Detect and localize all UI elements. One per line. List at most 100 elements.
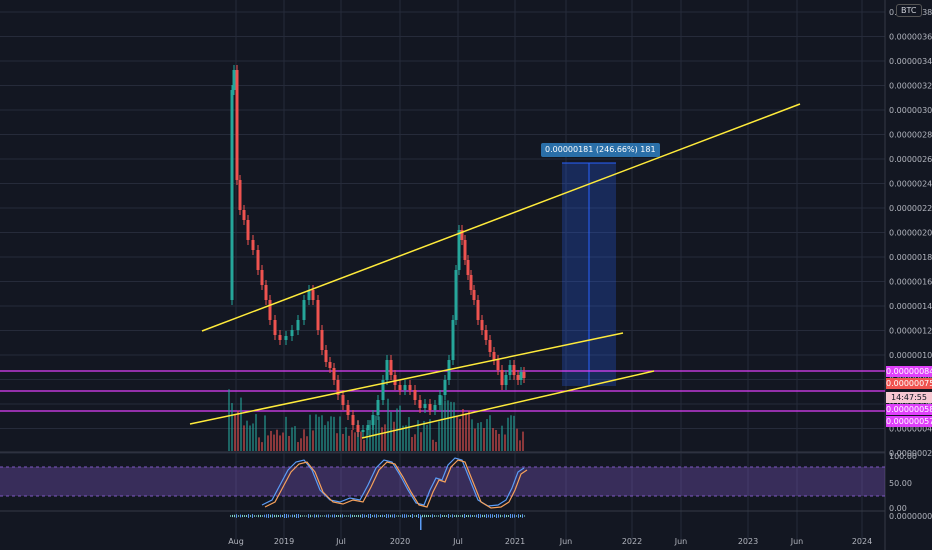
- candle-body: [463, 240, 467, 260]
- oscillator-bar: [354, 515, 355, 517]
- volume-bar: [261, 442, 263, 451]
- oscillator-bar: [236, 514, 237, 518]
- oscillator-bar: [368, 514, 369, 518]
- volume-bar: [501, 425, 503, 451]
- volume-bar: [243, 425, 245, 451]
- volume-bar: [273, 434, 275, 451]
- volume-bar: [237, 410, 239, 451]
- volume-bar: [435, 441, 437, 451]
- candle-body: [268, 300, 272, 320]
- x-tick-label: 2020: [390, 537, 410, 546]
- oscillator-bar: [524, 515, 525, 517]
- currency-badge[interactable]: BTC: [896, 4, 922, 17]
- volume-bar: [234, 413, 236, 451]
- oscillator-bar: [324, 515, 325, 517]
- volume-bar: [228, 389, 230, 451]
- oscillator-bar: [396, 515, 397, 517]
- oscillator-bar: [400, 515, 401, 517]
- volume-bar: [483, 428, 485, 451]
- volume-bar: [318, 416, 320, 451]
- oscillator-bar: [518, 514, 519, 518]
- candle-body: [496, 360, 500, 370]
- volume-bar: [420, 432, 422, 451]
- volume-bar: [291, 427, 293, 451]
- candle-body: [232, 70, 236, 90]
- oscillator-bar: [382, 514, 383, 518]
- candle-body: [332, 368, 336, 380]
- oscillator-bar: [510, 514, 511, 518]
- candle-body: [519, 372, 523, 380]
- oscillator-bar: [290, 515, 291, 517]
- candle-body: [356, 425, 360, 432]
- volume-bar: [231, 403, 233, 451]
- volume-bar: [474, 428, 476, 451]
- volume-bar: [336, 433, 338, 451]
- volume-bar: [240, 397, 242, 451]
- volume-bar: [285, 416, 287, 451]
- stoch-d-line: [264, 459, 528, 509]
- volume-bar: [507, 417, 509, 451]
- oscillator-bar: [306, 515, 307, 517]
- oscillator-bar: [452, 514, 453, 518]
- oscillator-bar: [372, 515, 373, 517]
- price-tag-lower-level: 0.00000058: [886, 404, 932, 415]
- volume-bar: [456, 415, 458, 451]
- oscillator-bar: [310, 514, 311, 518]
- oscillator-bar: [276, 514, 277, 518]
- candle-body: [476, 300, 480, 320]
- oscillator-bar: [340, 514, 341, 518]
- candle-body: [398, 385, 402, 390]
- candle-body: [418, 400, 422, 408]
- stoch-tick-label: 0.00: [889, 504, 907, 513]
- candle-body: [438, 395, 442, 405]
- oscillator-bar: [488, 514, 489, 518]
- channel-upper: [201, 103, 801, 332]
- oscillator-bar: [394, 514, 395, 518]
- candle-body: [428, 404, 432, 410]
- volume-bar: [246, 420, 248, 451]
- volume-bar: [372, 416, 374, 451]
- candle-body: [376, 400, 380, 415]
- candle-body: [484, 330, 488, 340]
- volume-bar: [498, 433, 500, 451]
- candle-body: [492, 352, 496, 360]
- volume-bar: [339, 416, 341, 451]
- volume-bar: [465, 413, 467, 451]
- oscillator-bar: [386, 514, 387, 518]
- volume-bar: [315, 414, 317, 451]
- oscillator-bar: [516, 515, 517, 517]
- volume-bar: [306, 436, 308, 451]
- volume-bar: [345, 427, 347, 451]
- x-tick-label: Jul: [335, 537, 346, 546]
- volume-bar: [360, 431, 362, 451]
- oscillator-bar: [512, 514, 513, 518]
- volume-bar: [471, 419, 473, 451]
- oscillator-bar: [292, 514, 293, 518]
- oscillator-bar: [464, 514, 465, 518]
- oscillator-bar: [300, 514, 301, 518]
- oscillator-bar: [304, 515, 305, 517]
- candle-body: [457, 230, 461, 270]
- candle-body: [273, 320, 277, 335]
- candle-body: [278, 335, 282, 340]
- candle-body: [260, 270, 264, 285]
- volume-bar: [423, 421, 425, 451]
- candle-body: [296, 320, 300, 330]
- oscillator-bar: [254, 515, 255, 517]
- oscillator-bar: [520, 514, 521, 518]
- oscillator-bar: [336, 514, 337, 518]
- oscillator-bar: [444, 515, 445, 517]
- volume-bar: [351, 430, 353, 451]
- oscillator-bar: [232, 514, 233, 518]
- candle-body: [284, 336, 288, 340]
- price-tag-countdown: 14:47:55: [886, 392, 932, 403]
- candle-body: [307, 290, 311, 300]
- volume-bar: [327, 421, 329, 451]
- oscillator-bar: [338, 515, 339, 517]
- oscillator-bar: [240, 514, 241, 518]
- candle-body: [472, 290, 476, 300]
